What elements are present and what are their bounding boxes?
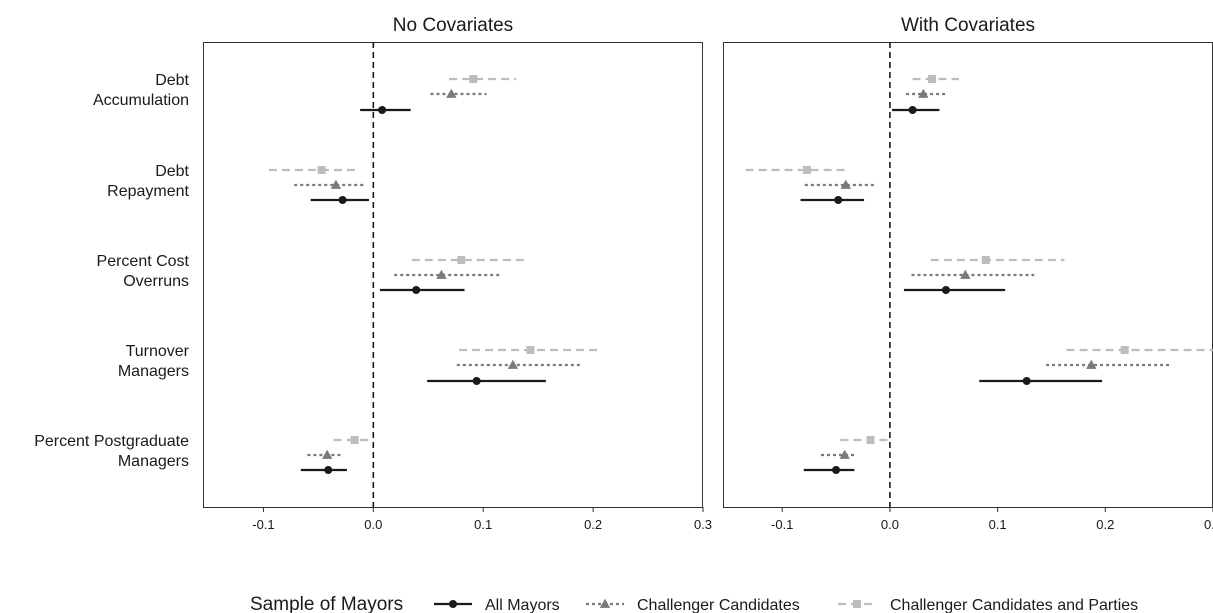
point-1-3-1 — [507, 359, 519, 369]
category-label-0-0: Debt — [155, 72, 189, 89]
x-tick-label-2-0: -0.1 — [771, 517, 793, 532]
point-1-4-1 — [321, 449, 333, 459]
legend-key-marker-2 — [853, 600, 861, 608]
point-2-4-1 — [839, 449, 850, 459]
point-1-0-1 — [446, 88, 457, 98]
point-2-3-0 — [1022, 377, 1031, 385]
category-label-2-1: Overruns — [123, 273, 189, 290]
point-2-2-1 — [960, 269, 971, 279]
point-2-1-1 — [840, 179, 851, 189]
category-label-1-1: Repayment — [107, 183, 189, 200]
category-label-4-0: Percent Postgraduate — [34, 433, 189, 450]
category-label-2-0: Percent Cost — [97, 253, 190, 270]
panel-title-1: No Covariates — [393, 15, 513, 36]
point-1-0-0 — [378, 106, 387, 114]
x-tick-label-1-3: 0.2 — [584, 517, 602, 532]
x-tick-label-1-4: 0.3 — [694, 517, 712, 532]
point-1-1-2 — [317, 166, 326, 174]
point-1-3-0 — [472, 377, 481, 385]
legend-title: Sample of Mayors — [250, 594, 403, 613]
category-label-3-1: Managers — [118, 363, 189, 380]
panel-frame-1 — [203, 42, 703, 508]
x-tick-label-2-2: 0.1 — [989, 517, 1007, 532]
category-label-3-0: Turnover — [126, 343, 190, 360]
x-tick-label-2-1: 0.0 — [881, 517, 899, 532]
category-label-4-1: Managers — [118, 453, 189, 470]
point-2-2-0 — [941, 286, 950, 294]
category-label-1-0: Debt — [155, 163, 189, 180]
point-2-3-1 — [1086, 359, 1097, 369]
point-1-2-1 — [436, 269, 447, 279]
point-1-2-2 — [457, 256, 466, 264]
point-1-4-2 — [350, 436, 359, 444]
point-1-0-2 — [469, 75, 478, 83]
point-2-3-2 — [1120, 346, 1129, 354]
point-1-1-0 — [338, 196, 347, 204]
point-2-4-2 — [866, 436, 875, 444]
legend-key-marker-0 — [449, 600, 457, 608]
point-2-0-2 — [927, 75, 936, 83]
x-tick-label-1-2: 0.1 — [474, 517, 492, 532]
point-1-2-0 — [412, 286, 421, 294]
point-2-4-0 — [832, 466, 841, 474]
point-2-2-2 — [981, 256, 990, 264]
legend-label-1: Challenger Candidates — [637, 597, 800, 613]
point-2-1-0 — [834, 196, 843, 204]
point-2-0-1 — [918, 88, 929, 98]
point-1-3-2 — [526, 346, 535, 354]
x-tick-label-2-3: 0.2 — [1096, 517, 1114, 532]
legend-key-marker-1 — [599, 598, 611, 608]
x-tick-label-1-0: -0.1 — [252, 517, 274, 532]
point-1-4-0 — [324, 466, 333, 474]
point-2-0-0 — [908, 106, 917, 114]
point-1-1-1 — [330, 179, 342, 189]
legend-label-2: Challenger Candidates and Parties — [890, 597, 1138, 613]
point-2-1-2 — [803, 166, 811, 174]
category-label-0-1: Accumulation — [93, 92, 189, 109]
x-tick-label-1-1: 0.0 — [364, 517, 382, 532]
x-tick-label-2-4: 0.3 — [1204, 517, 1213, 532]
panel-title-2: With Covariates — [901, 15, 1035, 36]
legend-label-0: All Mayors — [485, 597, 560, 613]
